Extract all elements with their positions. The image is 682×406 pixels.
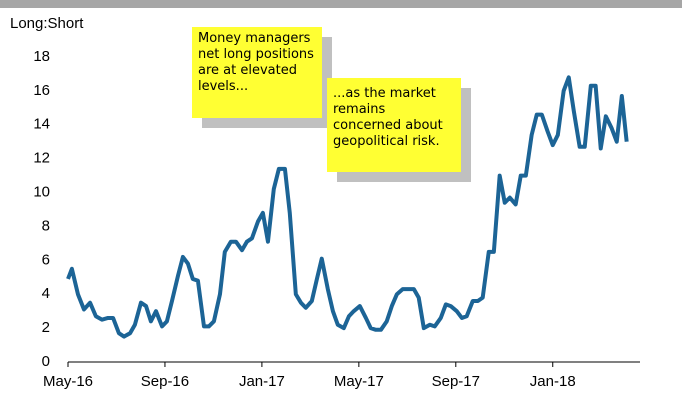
x-tick-label: May-17 (334, 373, 384, 390)
x-tick-label: Jan-17 (239, 373, 285, 390)
y-tick-label: 0 (42, 353, 50, 370)
x-tick-label: Sep-17 (432, 373, 480, 390)
y-tick-label: 6 (42, 251, 50, 268)
annotation: ...as the market remains concerned about… (327, 78, 461, 172)
y-tick-label: 14 (33, 116, 50, 133)
y-tick-label: 12 (33, 150, 50, 167)
y-tick-label: 2 (42, 319, 50, 336)
annotation: Money managers net long positions are at… (192, 27, 322, 118)
x-tick-label: May-16 (43, 373, 93, 390)
data-line (66, 75, 629, 339)
y-tick-label: 10 (33, 184, 50, 201)
y-axis-label: Long:Short (10, 15, 84, 32)
y-tick-label: 8 (42, 217, 50, 234)
y-tick-label: 4 (42, 285, 50, 302)
y-tick-label: 18 (33, 48, 50, 65)
top-bar (0, 0, 682, 8)
x-tick-label: Jan-18 (530, 373, 576, 390)
x-tick-label: Sep-16 (141, 373, 189, 390)
y-tick-label: 16 (33, 82, 50, 99)
